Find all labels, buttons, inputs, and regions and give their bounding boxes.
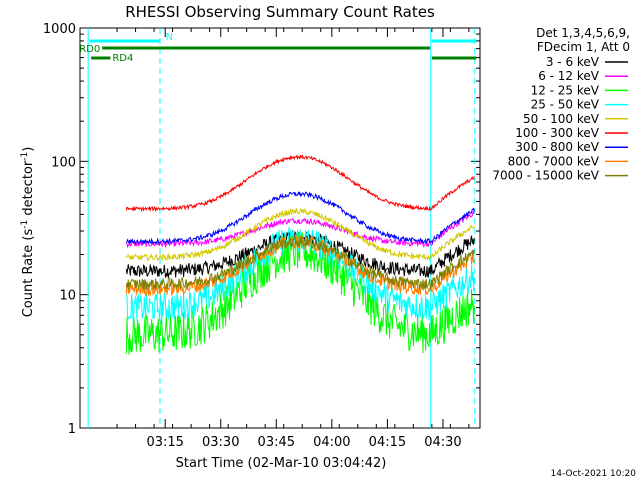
legend-label: 7000 - 15000 keV [492, 169, 599, 183]
series-line [126, 210, 475, 249]
footer-timestamp: 14-Oct-2021 10:20 [551, 469, 637, 479]
legend-label: 25 - 50 keV [531, 98, 600, 112]
x-tick-label: 03:15 [146, 435, 183, 450]
legend-label: 12 - 25 keV [531, 83, 600, 97]
x-tick-label: 04:00 [313, 435, 350, 450]
y-tick-label: 100 [51, 155, 76, 170]
x-tick-label: 03:30 [202, 435, 239, 450]
x-tick-label: 04:15 [369, 435, 406, 450]
series-line [125, 230, 475, 355]
series-line [125, 235, 475, 291]
y-tick-label: 1000 [43, 22, 76, 37]
series-line [125, 154, 475, 213]
x-tick-label: 03:45 [258, 435, 295, 450]
x-axis-label: Start Time (02-Mar-10 03:04:42) [176, 456, 387, 471]
plot-frame [79, 27, 481, 429]
plot-area: 1 10 100 1000 03:15 03:30 03:45 04:00 04:15 04:30… [43, 22, 481, 450]
y-axis-label-end: ) [21, 147, 36, 152]
series-line [125, 207, 475, 262]
legend-header-line2: FDecim 1, Att 0 [537, 40, 630, 54]
flag-label: N [166, 32, 173, 43]
flag-label: RD4 [112, 53, 133, 64]
flag-label: RD0 [79, 44, 100, 55]
legend-label: 3 - 6 keV [546, 55, 600, 69]
y-axis-label-sup2: -1 [20, 152, 30, 161]
y-axis-label-main: Count Rate (s [21, 229, 36, 318]
series-line [125, 226, 475, 322]
legend-header-line1: Det 1,3,4,5,6,9, [536, 26, 630, 40]
chart-title: RHESSI Observing Summary Count Rates [125, 3, 435, 21]
y-axis-label: Count Rate (s-1 detector-1) [20, 147, 36, 318]
legend-label: 50 - 100 keV [523, 112, 600, 126]
y-axis-label-mid: detector [21, 160, 36, 220]
legend-label: 100 - 300 keV [515, 126, 599, 140]
y-tick-label: 1 [68, 422, 76, 437]
legend-label: 300 - 800 keV [515, 140, 599, 154]
legend-label: 6 - 12 keV [538, 69, 600, 83]
y-axis-label-sup1: -1 [20, 220, 30, 229]
legend: Det 1,3,4,5,6,9, FDecim 1, Att 0 3 - 6 k… [492, 26, 630, 183]
series-line [125, 191, 475, 246]
x-tick-label: 04:30 [424, 435, 461, 450]
y-tick-label: 10 [59, 289, 76, 304]
legend-label: 800 - 7000 keV [508, 154, 600, 168]
